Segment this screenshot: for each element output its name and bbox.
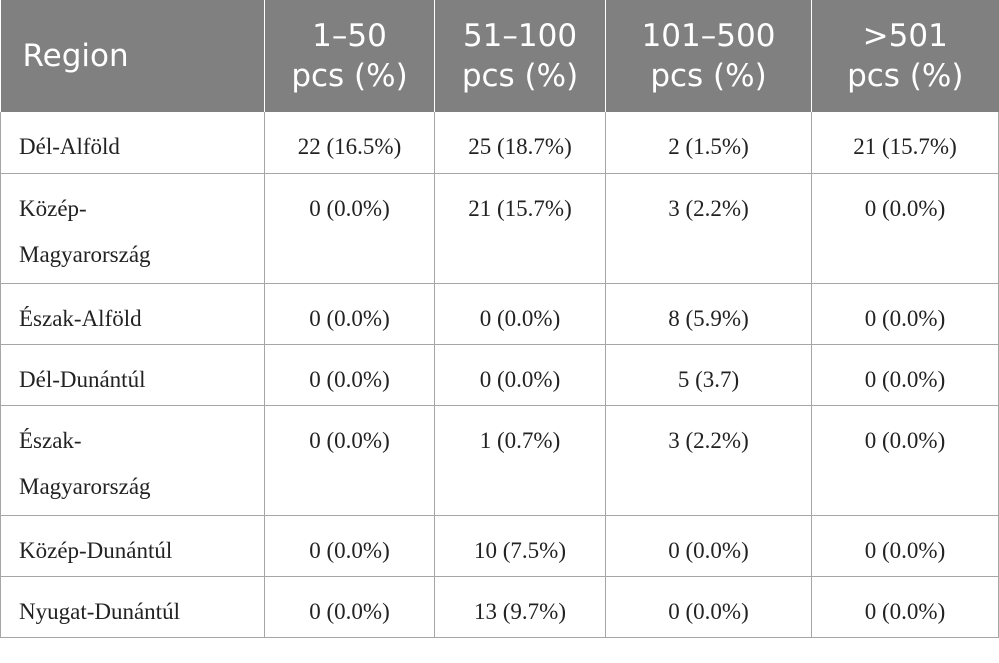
value-cell: 0 (0.0%) <box>264 173 435 284</box>
header-line: pcs (%) <box>650 58 767 94</box>
header-row: Region 1–50 pcs (%) 51–100 pcs (%) 101–5… <box>0 0 999 112</box>
header-line: pcs (%) <box>291 58 408 94</box>
header-region: Region <box>0 0 265 112</box>
value-cell: 0 (0.0%) <box>811 576 999 638</box>
table-row: Észak- Magyarország 0 (0.0%) 1 (0.7%) 3 (… <box>0 405 999 516</box>
value-cell: 0 (0.0%) <box>264 405 435 516</box>
value-cell: 10 (7.5%) <box>434 515 606 577</box>
table-row: Nyugat-Dunántúl 0 (0.0%) 13 (9.7%) 0 (0.… <box>0 576 999 638</box>
value-cell: 0 (0.0%) <box>264 515 435 577</box>
value-cell: 0 (0.0%) <box>264 283 435 345</box>
header-line: 51–100 <box>462 18 578 54</box>
value-cell: 0 (0.0%) <box>434 344 606 406</box>
table-row: Közép- Magyarország 0 (0.0%) 21 (15.7%) 3… <box>0 173 999 284</box>
value-cell: 0 (0.0%) <box>811 515 999 577</box>
value-cell: 22 (16.5%) <box>264 112 435 174</box>
region-name: Észak-Alföld <box>19 305 142 331</box>
region-cell: Dél-Dunántúl <box>0 344 265 406</box>
region-cell: Közép- Magyarország <box>0 173 265 284</box>
value-cell: 21 (15.7%) <box>434 173 606 284</box>
table-row: Dél-Alföld 22 (16.5%) 25 (18.7%) 2 (1.5%… <box>0 112 999 174</box>
value-cell: 21 (15.7%) <box>811 112 999 174</box>
region-cell: Nyugat-Dunántúl <box>0 576 265 638</box>
value-cell: 0 (0.0%) <box>811 405 999 516</box>
region-name: Dél-Alföld <box>19 134 120 159</box>
value-cell: 3 (2.2%) <box>605 173 812 284</box>
region-cell: Észak- Magyarország <box>0 405 265 516</box>
region-size-table: Region 1–50 pcs (%) 51–100 pcs (%) 101–5… <box>0 0 999 638</box>
value-cell: 0 (0.0%) <box>811 283 999 345</box>
region-cell: Észak-Alföld <box>0 283 265 345</box>
header-51-100: 51–100 pcs (%) <box>434 0 606 112</box>
header-over-501: >501 pcs (%) <box>811 0 999 112</box>
value-cell: 0 (0.0%) <box>264 344 435 406</box>
table-body: Dél-Alföld 22 (16.5%) 25 (18.7%) 2 (1.5%… <box>0 112 999 638</box>
value-cell: 0 (0.0%) <box>434 283 606 345</box>
header-line: pcs (%) <box>461 58 579 94</box>
region-cell: Közép-Dunántúl <box>0 515 265 577</box>
header-1-50: 1–50 pcs (%) <box>264 0 435 112</box>
value-cell: 5 (3.7) <box>605 344 812 406</box>
table-row: Dél-Dunántúl 0 (0.0%) 0 (0.0%) 5 (3.7) 0… <box>0 344 999 406</box>
region-name: Észak- <box>19 427 82 453</box>
value-cell: 0 (0.0%) <box>605 576 812 638</box>
header-line: >501 <box>862 18 948 54</box>
header-region-label: Region <box>22 38 129 74</box>
region-name: Magyarország <box>19 241 151 267</box>
value-cell: 2 (1.5%) <box>605 112 812 174</box>
header-line: 101–500 <box>641 18 776 54</box>
value-cell: 0 (0.0%) <box>811 173 999 284</box>
value-cell: 1 (0.7%) <box>434 405 606 516</box>
table-header: Region 1–50 pcs (%) 51–100 pcs (%) 101–5… <box>0 0 999 112</box>
value-cell: 0 (0.0%) <box>605 515 812 577</box>
header-line: 1–50 <box>312 18 387 54</box>
value-cell: 0 (0.0%) <box>264 576 435 638</box>
region-name: Magyarország <box>19 473 151 499</box>
value-cell: 8 (5.9%) <box>605 283 812 345</box>
table-row: Észak-Alföld 0 (0.0%) 0 (0.0%) 8 (5.9%) … <box>0 283 999 345</box>
value-cell: 3 (2.2%) <box>605 405 812 516</box>
region-name: Nyugat-Dunántúl <box>19 598 180 624</box>
value-cell: 25 (18.7%) <box>434 112 606 174</box>
region-name: Dél-Dunántúl <box>19 366 146 392</box>
value-cell: 13 (9.7%) <box>434 576 606 638</box>
table-row: Közép-Dunántúl 0 (0.0%) 10 (7.5%) 0 (0.0… <box>0 515 999 577</box>
region-name: Közép-Dunántúl <box>19 537 173 563</box>
header-101-500: 101–500 pcs (%) <box>605 0 812 112</box>
region-name: Közép- <box>19 195 87 221</box>
value-cell: 0 (0.0%) <box>811 344 999 406</box>
header-line: pcs (%) <box>847 58 964 94</box>
region-cell: Dél-Alföld <box>0 112 265 174</box>
